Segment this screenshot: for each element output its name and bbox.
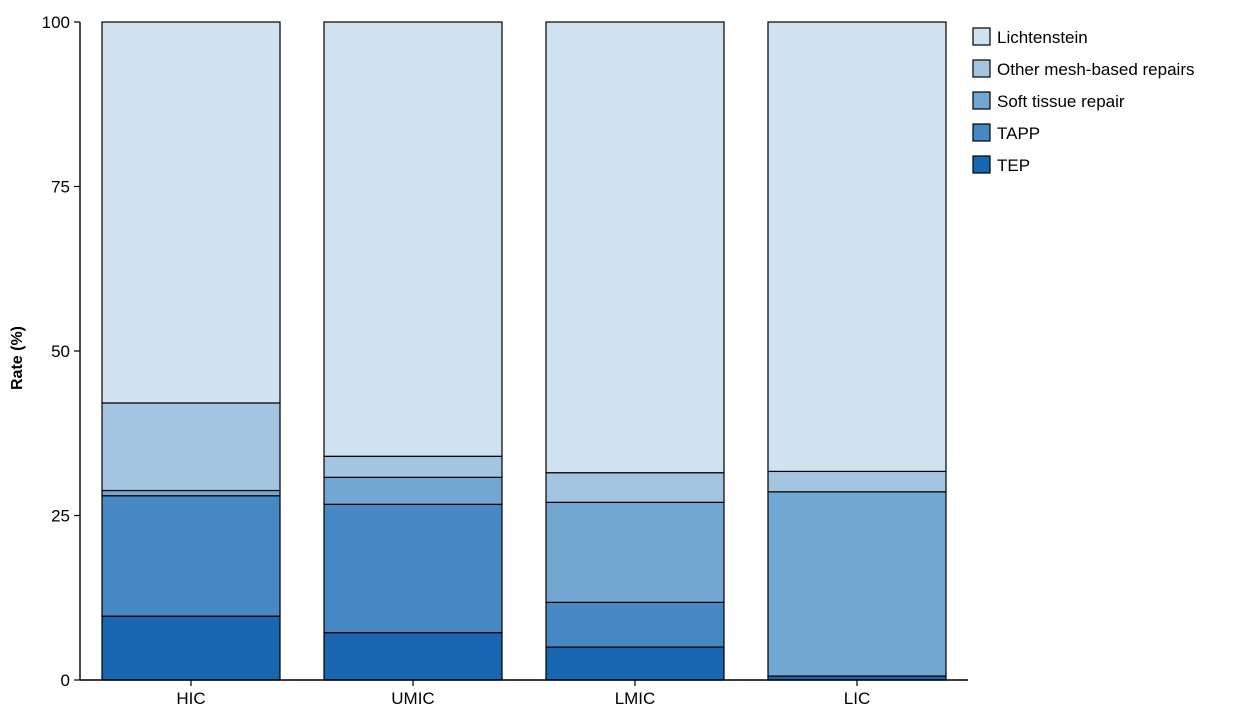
y-tick-label-25: 25	[51, 507, 70, 526]
y-tick-label-75: 75	[51, 178, 70, 197]
y-tick-label-100: 100	[42, 13, 70, 32]
bar-segment-hic-other-mesh-based-repairs	[101, 402, 281, 492]
legend-label-tapp: TAPP	[997, 124, 1040, 143]
bar-segment-lmic-tapp	[545, 601, 725, 648]
legend-label-lichtenstein: Lichtenstein	[997, 28, 1088, 47]
bar-segment-umic-soft-tissue-repair	[323, 476, 503, 505]
bar-segment-hic-soft-tissue-repair	[101, 489, 281, 497]
bar-segment-lmic-tep	[545, 646, 725, 681]
bar-segment-umic-lichtenstein	[323, 21, 503, 457]
legend-swatch-tapp	[972, 123, 991, 142]
y-axis-title: Rate (%)	[9, 326, 26, 390]
bars-layer	[101, 21, 947, 681]
x-tick-label-hic: HIC	[176, 689, 205, 705]
x-tick-label-lmic: LMIC	[615, 689, 656, 705]
x-tick-label-umic: UMIC	[391, 689, 434, 705]
legend-swatch-tep	[972, 155, 991, 174]
bar-segment-hic-lichtenstein	[101, 21, 281, 404]
legend-label-soft-tissue-repair: Soft tissue repair	[997, 92, 1125, 111]
legend-swatch-soft-tissue-repair	[972, 91, 991, 110]
bar-segment-lic-other-mesh-based-repairs	[767, 470, 947, 493]
bar-segment-lmic-soft-tissue-repair	[545, 501, 725, 603]
bar-segment-lic-lichtenstein	[767, 21, 947, 473]
legend-label-tep: TEP	[997, 156, 1030, 175]
legend: Lichtenstein Other mesh-based repairs Soft…	[972, 27, 1194, 175]
axes-layer: HIC UMIC LMIC LIC 0 25 50 75 100	[42, 13, 968, 705]
y-tick-label-0: 0	[61, 671, 70, 690]
bar-segment-lmic-other-mesh-based-repairs	[545, 472, 725, 503]
bar-segment-lic-soft-tissue-repair	[767, 491, 947, 677]
bar-segment-hic-tapp	[101, 495, 281, 617]
bar-segment-hic-tep	[101, 615, 281, 681]
bar-segment-umic-tapp	[323, 503, 503, 634]
legend-swatch-other-mesh-based-repairs	[972, 59, 991, 78]
bar-segment-umic-tep	[323, 632, 503, 681]
legend-label-other-mesh-based-repairs: Other mesh-based repairs	[997, 60, 1194, 79]
legend-swatch-lichtenstein	[972, 27, 991, 46]
bar-segment-umic-other-mesh-based-repairs	[323, 455, 503, 478]
bar-segment-lmic-lichtenstein	[545, 21, 725, 474]
x-tick-label-lic: LIC	[844, 689, 870, 705]
y-tick-label-50: 50	[51, 342, 70, 361]
